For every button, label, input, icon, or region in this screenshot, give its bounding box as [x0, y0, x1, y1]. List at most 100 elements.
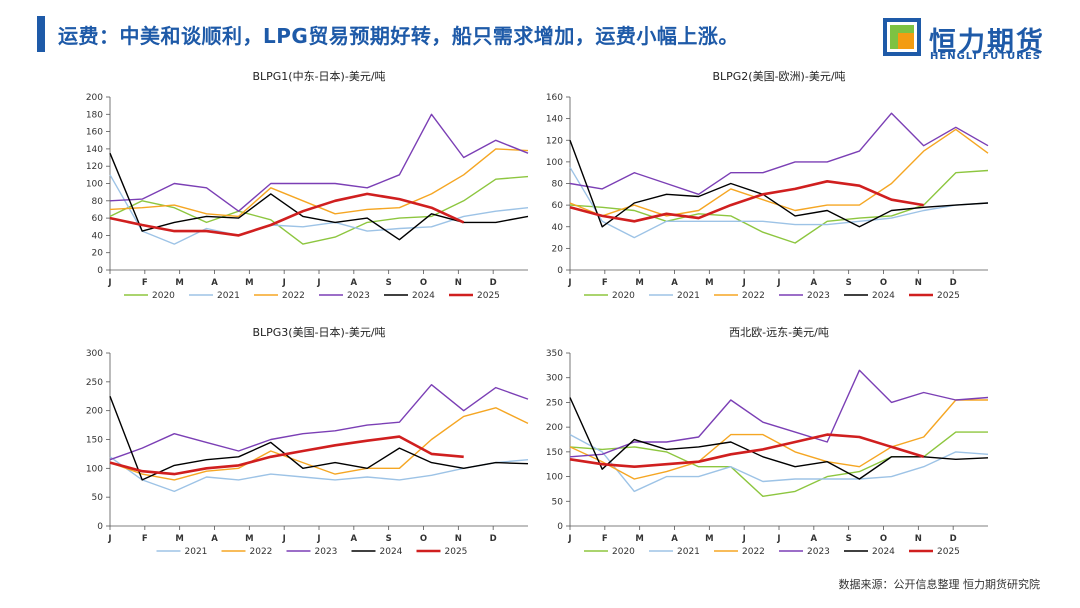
legend-label-2025: 2025	[445, 547, 468, 557]
y-tick-label: 100	[86, 180, 103, 190]
y-tick-label: 180	[86, 110, 103, 120]
x-tick-label: M	[705, 534, 713, 544]
x-tick-label: J	[107, 278, 111, 288]
y-tick-label: 120	[86, 162, 103, 172]
chart-blpg1: BLPG1(中东-日本)-美元/吨 0 20 40 60 80 100 120 140 160 18…	[60, 64, 540, 304]
y-tick-label: 200	[86, 407, 103, 417]
y-tick-label: 20	[92, 249, 104, 259]
x-tick-label: M	[245, 278, 253, 288]
x-tick-label: F	[602, 534, 608, 544]
x-tick-label: A	[211, 534, 218, 544]
chart-blpg2: BLPG2(美国-欧洲)-美元/吨 0 20 40 60 80 100 120 140 160 J F…	[520, 64, 1000, 304]
x-tick-label: D	[490, 534, 497, 544]
x-tick-label: N	[455, 278, 462, 288]
y-tick-label: 300	[546, 374, 563, 384]
y-tick-label: 100	[546, 158, 563, 168]
slide-title: 运费：中美和谈顺利，LPG贸易预期好转，船只需求增加，运费小幅上涨。	[58, 24, 739, 48]
legend-label-2021: 2021	[217, 291, 240, 301]
series-line-2020	[109, 175, 529, 245]
x-tick-label: N	[915, 278, 922, 288]
x-tick-label: J	[316, 534, 320, 544]
y-tick-label: 300	[86, 349, 103, 359]
data-source-note: 数据来源：公开信息整理 恒力期货研究院	[838, 578, 1041, 591]
chart-title: BLPG1(中东-日本)-美元/吨	[252, 69, 385, 83]
x-tick-label: D	[950, 278, 957, 288]
logo-mark-icon	[883, 18, 921, 56]
x-tick-label: S	[846, 534, 852, 544]
logo-text: 恒力期货	[929, 27, 1045, 58]
series-line-2022	[569, 399, 988, 480]
x-tick-label: O	[420, 278, 427, 288]
legend-label-2020: 2020	[152, 291, 175, 301]
series-line-2025	[109, 192, 465, 237]
x-tick-label: J	[567, 278, 571, 288]
y-tick-label: 150	[86, 436, 103, 446]
chart-title: 西北欧-远东-美元/吨	[729, 326, 829, 339]
x-tick-label: M	[705, 278, 713, 288]
chart-blpg3-svg: BLPG3(美国-日本)-美元/吨 0 50 100 150 200 250 300 J F M A M…	[86, 325, 529, 557]
x-tick-label: J	[316, 278, 320, 288]
chart-title: BLPG3(美国-日本)-美元/吨	[252, 325, 385, 339]
series-line-2023	[569, 112, 989, 196]
x-tick-label: M	[635, 534, 643, 544]
legend-label-2022: 2022	[742, 291, 765, 301]
x-tick-label: S	[386, 534, 392, 544]
y-tick-label: 250	[86, 378, 103, 388]
y-tick-label: 160	[86, 128, 103, 138]
x-tick-label: J	[567, 534, 571, 544]
legend-label-2023: 2023	[807, 291, 830, 301]
x-tick-label: D	[950, 534, 957, 544]
x-tick-label: S	[386, 278, 392, 288]
x-tick-label: O	[420, 534, 427, 544]
series-line-2023	[569, 369, 989, 458]
x-tick-label: M	[175, 278, 183, 288]
x-tick-label: J	[107, 534, 111, 544]
y-tick-label: 0	[557, 266, 563, 276]
y-tick-label: 60	[552, 201, 564, 211]
legend-label-2022: 2022	[742, 547, 765, 557]
series-line-2024	[109, 396, 529, 481]
x-tick-label: O	[880, 534, 887, 544]
legend-label-2024: 2024	[872, 291, 895, 301]
x-tick-label: M	[175, 534, 183, 544]
y-tick-label: 0	[97, 266, 103, 276]
x-tick-label: F	[602, 278, 608, 288]
legend-label-2021: 2021	[677, 547, 700, 557]
legend-label-2022: 2022	[282, 291, 305, 301]
legend-label-2023: 2023	[315, 547, 338, 557]
series-line-2021	[109, 456, 529, 493]
x-tick-label: A	[351, 534, 358, 544]
logo-text-english: HENGLI FUTURES	[930, 51, 1041, 62]
x-tick-label: O	[880, 278, 887, 288]
legend-label-2024: 2024	[380, 547, 403, 557]
y-tick-label: 0	[557, 522, 563, 532]
series-line-2023	[109, 383, 529, 461]
x-tick-label: S	[846, 278, 852, 288]
chart-blpg1-svg: BLPG1(中东-日本)-美元/吨 0 20 40 60 80 100 120 140 160 18…	[86, 69, 529, 301]
legend-label-2025: 2025	[937, 547, 960, 557]
x-tick-label: F	[142, 278, 148, 288]
x-tick-label: J	[742, 534, 746, 544]
x-tick-label: A	[671, 278, 678, 288]
x-tick-label: N	[915, 534, 922, 544]
x-tick-label: N	[455, 534, 462, 544]
y-tick-label: 160	[546, 93, 563, 103]
y-tick-label: 140	[546, 115, 563, 125]
legend-label-2023: 2023	[347, 291, 370, 301]
legend-label-2021: 2021	[185, 547, 208, 557]
series-line-2024	[109, 152, 529, 241]
legend-label-2022: 2022	[250, 547, 273, 557]
y-tick-label: 60	[92, 214, 104, 224]
x-tick-label: J	[282, 278, 286, 288]
y-tick-label: 200	[86, 93, 103, 103]
legend-label-2021: 2021	[677, 291, 700, 301]
series-line-2023	[109, 113, 529, 212]
series-line-2020	[569, 169, 989, 244]
x-tick-label: A	[671, 534, 678, 544]
y-tick-label: 250	[546, 398, 563, 408]
x-tick-label: A	[211, 278, 218, 288]
x-tick-label: J	[776, 278, 780, 288]
chart-title: BLPG2(美国-欧洲)-美元/吨	[712, 70, 845, 83]
title-accent-bar	[37, 16, 45, 52]
x-tick-label: A	[351, 278, 358, 288]
